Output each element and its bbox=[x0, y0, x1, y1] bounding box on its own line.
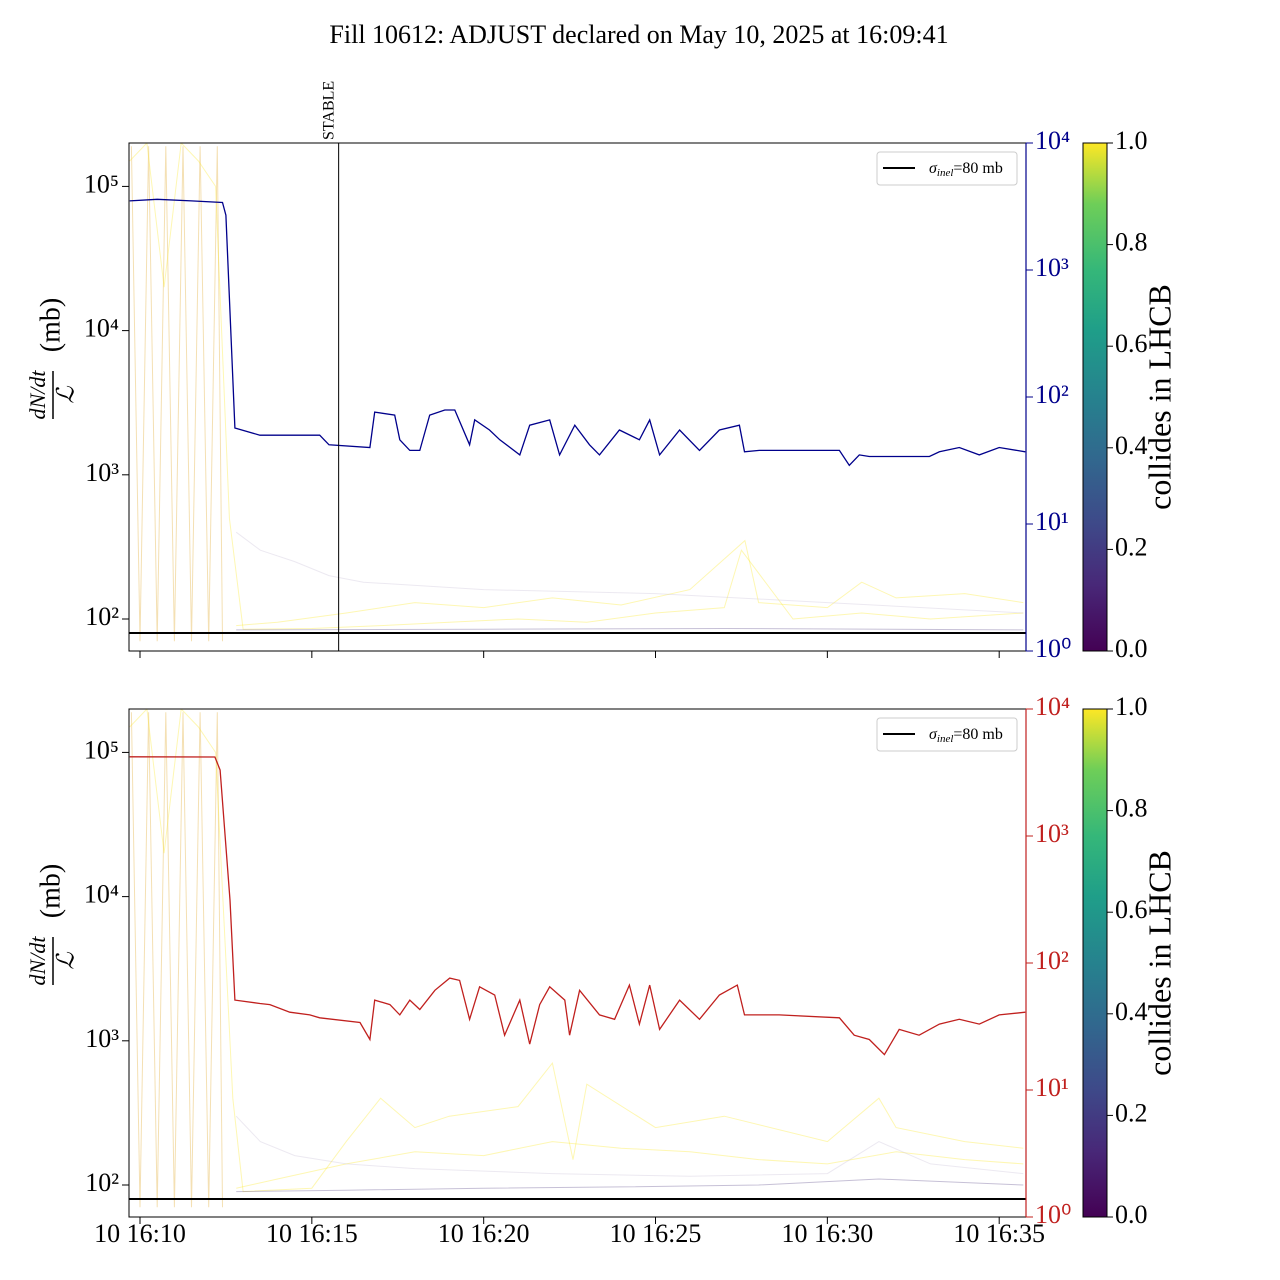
colorbar-tick-label: 1.0 bbox=[1115, 126, 1148, 155]
colorbar-tick-label: 0.4 bbox=[1115, 431, 1148, 460]
colorbar-label: collides in LHCB bbox=[1141, 284, 1177, 510]
colorbar-tick-label: 0.2 bbox=[1115, 1098, 1148, 1127]
legend-text: =80 mb bbox=[953, 726, 1002, 743]
faint-line bbox=[236, 539, 1024, 627]
colorbar-tick-label: 0.6 bbox=[1115, 329, 1148, 358]
y-axis-label: dN/dt ℒ (mb) bbox=[25, 298, 79, 420]
y2-tick-label: 10⁴ bbox=[1035, 692, 1070, 721]
colorbar-tick-label: 0.8 bbox=[1115, 228, 1148, 257]
colorbar-tick-label: 0.2 bbox=[1115, 532, 1148, 561]
colorbar bbox=[1082, 142, 1108, 652]
x-tick-label: 10 16:20 bbox=[438, 1219, 530, 1248]
colorbar-tick-label: 0.4 bbox=[1115, 997, 1148, 1026]
y-label-denominator: ℒ bbox=[54, 952, 80, 970]
x-tick-label: 10 16:35 bbox=[953, 1219, 1045, 1248]
faint-line bbox=[236, 1178, 1024, 1193]
legend-box bbox=[876, 151, 1018, 186]
series-line bbox=[129, 756, 1026, 1056]
x-tick-label: 10 16:30 bbox=[781, 1219, 873, 1248]
legend-subscript: inel bbox=[937, 733, 954, 745]
y-label-numerator: dN/dt bbox=[25, 370, 50, 420]
colorbar-tick-label: 0.0 bbox=[1115, 634, 1148, 663]
y2-tick-label: 10⁴ bbox=[1035, 126, 1070, 155]
legend-subscript: inel bbox=[937, 167, 954, 179]
x-tick-label: 10 16:25 bbox=[610, 1219, 702, 1248]
y-tick-label: 10⁵ bbox=[84, 735, 119, 764]
y-axis-label: dN/dt ℒ (mb) bbox=[25, 864, 79, 986]
colorbar-label: collides in LHCB bbox=[1141, 850, 1177, 1076]
y-tick-label: 10³ bbox=[85, 1024, 119, 1053]
colorbar-tick-label: 0.8 bbox=[1115, 794, 1148, 823]
faint-line bbox=[235, 531, 1024, 614]
x-tick-label: 10 16:15 bbox=[266, 1219, 358, 1248]
colorbar-tick-label: 0.0 bbox=[1115, 1200, 1148, 1229]
legend-label: σinel=80 mb bbox=[929, 726, 1003, 745]
y-label-unit: (mb) bbox=[35, 298, 66, 352]
colorbar bbox=[1082, 708, 1108, 1218]
y-tick-label: 10³ bbox=[85, 458, 119, 487]
y-tick-label: 10² bbox=[85, 1168, 119, 1197]
legend-symbol: σ bbox=[929, 160, 938, 177]
y-label-denominator: ℒ bbox=[54, 386, 80, 404]
x-tick-label: 10 16:10 bbox=[94, 1219, 186, 1248]
y-label-numerator: dN/dt bbox=[25, 936, 50, 986]
y2-tick-label: 10³ bbox=[1035, 819, 1069, 848]
y2-tick-label: 10⁰ bbox=[1035, 1200, 1071, 1229]
y2-tick-label: 10³ bbox=[1035, 253, 1069, 282]
y2-tick-label: 10⁰ bbox=[1035, 634, 1071, 663]
faint-line bbox=[129, 709, 1024, 1193]
y-tick-label: 10⁵ bbox=[84, 169, 119, 198]
figure-title: Fill 10612: ADJUST declared on May 10, 2… bbox=[329, 20, 948, 49]
plot-area bbox=[129, 143, 1026, 642]
y2-tick-label: 10² bbox=[1035, 380, 1069, 409]
y-tick-label: 10⁴ bbox=[84, 314, 119, 343]
legend-label: σinel=80 mb bbox=[929, 160, 1003, 179]
vertical-marker-label: STABLE bbox=[320, 81, 337, 140]
y2-tick-label: 10¹ bbox=[1035, 507, 1069, 536]
y-tick-label: 10² bbox=[85, 602, 119, 631]
legend-text: =80 mb bbox=[953, 160, 1002, 177]
faint-line bbox=[130, 146, 223, 642]
colorbar-tick-label: 0.6 bbox=[1115, 895, 1148, 924]
legend-box bbox=[876, 717, 1018, 752]
y2-tick-label: 10¹ bbox=[1035, 1073, 1069, 1102]
y2-tick-label: 10² bbox=[1035, 946, 1069, 975]
faint-line bbox=[236, 627, 1024, 631]
faint-line bbox=[236, 1141, 1024, 1189]
y-label-unit: (mb) bbox=[35, 864, 66, 918]
faint-line bbox=[130, 712, 223, 1208]
plot-area bbox=[129, 709, 1026, 1208]
faint-line bbox=[129, 143, 1024, 630]
colorbar-tick-label: 1.0 bbox=[1115, 692, 1148, 721]
series-line bbox=[129, 198, 1026, 467]
y-tick-label: 10⁴ bbox=[84, 880, 119, 909]
legend-symbol: σ bbox=[929, 726, 938, 743]
faint-line bbox=[235, 1115, 1024, 1177]
